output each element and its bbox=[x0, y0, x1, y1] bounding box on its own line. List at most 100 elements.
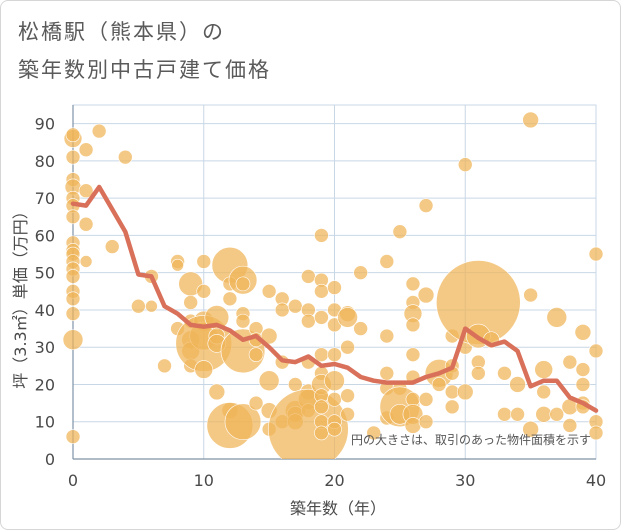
bubble-point bbox=[340, 388, 355, 403]
bubble-point bbox=[535, 405, 553, 423]
bubble-point bbox=[471, 365, 486, 381]
bubble-point bbox=[314, 284, 329, 299]
bubble-point bbox=[574, 324, 592, 341]
bubble-point bbox=[327, 392, 342, 407]
bubble-point bbox=[353, 321, 368, 336]
bubble-point bbox=[118, 149, 133, 165]
bubble-point bbox=[379, 254, 395, 269]
bubble-point bbox=[314, 228, 329, 243]
bubble-point bbox=[314, 425, 329, 441]
size-annotation: 円の大きさは、取引のあった物件面積を示す bbox=[351, 432, 591, 447]
bubble-point bbox=[418, 392, 434, 407]
trend-line bbox=[70, 184, 599, 413]
chart-title-line2: 築年数別中古戸建て価格 bbox=[18, 58, 271, 82]
bubble-point bbox=[65, 149, 81, 165]
y-tick-label: 10 bbox=[35, 413, 55, 432]
bubble-point bbox=[575, 377, 591, 392]
bubble-point bbox=[248, 347, 264, 362]
bubble-point bbox=[196, 254, 212, 269]
bubble-point bbox=[418, 198, 434, 213]
x-tick-label: 30 bbox=[455, 471, 475, 490]
bubble-point bbox=[522, 420, 539, 438]
bubble-point bbox=[497, 365, 512, 381]
bubble-point bbox=[510, 406, 525, 422]
bubble-point bbox=[457, 157, 473, 172]
bubble-point bbox=[274, 302, 290, 318]
bubble-point bbox=[327, 280, 342, 295]
bubble-point bbox=[549, 406, 565, 422]
bubble-point bbox=[104, 239, 120, 254]
bubble-point bbox=[379, 328, 395, 344]
bubble-point bbox=[183, 295, 198, 310]
y-axis-label: 坪（3.3㎡）単価（万円） bbox=[11, 203, 30, 388]
bubble-point bbox=[145, 299, 158, 313]
bubble-point bbox=[79, 255, 93, 268]
bubble-point bbox=[260, 327, 278, 345]
chart-title-line1: 松橋駅（熊本県）の bbox=[18, 20, 225, 44]
bubble-point bbox=[65, 306, 81, 321]
bubble-point bbox=[327, 421, 342, 437]
bubble-point bbox=[171, 258, 184, 272]
bubble-point bbox=[196, 284, 212, 299]
bubble-point bbox=[65, 429, 81, 444]
bubble-point bbox=[222, 291, 238, 307]
bubble-point bbox=[575, 362, 591, 377]
bubble-point bbox=[208, 383, 226, 401]
bubble-point bbox=[65, 209, 81, 225]
bubble-point bbox=[78, 183, 94, 199]
bubble-point bbox=[78, 142, 94, 158]
bubble-point bbox=[562, 418, 578, 433]
bubble-point bbox=[546, 307, 568, 328]
x-tick-label: 10 bbox=[194, 471, 214, 490]
bubble-point bbox=[497, 406, 512, 422]
bubble-point bbox=[431, 377, 447, 392]
bubble-point bbox=[404, 417, 422, 434]
x-tick-label: 20 bbox=[324, 471, 344, 490]
bubble-point bbox=[287, 377, 303, 392]
bubble-point bbox=[301, 269, 316, 284]
bubble-point bbox=[248, 395, 264, 411]
bubble-point bbox=[366, 425, 382, 441]
bubble-point bbox=[392, 224, 408, 239]
bubble-point bbox=[314, 399, 329, 415]
bubble-point bbox=[588, 246, 604, 262]
y-tick-label: 90 bbox=[35, 115, 55, 134]
bubble-point bbox=[337, 307, 358, 328]
bubble-point bbox=[379, 365, 395, 381]
bubble-point bbox=[340, 339, 355, 355]
x-tick-label: 0 bbox=[68, 471, 78, 490]
bubble-point bbox=[456, 383, 474, 401]
bubble-point bbox=[65, 291, 81, 307]
bubble-point bbox=[509, 376, 526, 393]
y-tick-label: 80 bbox=[35, 152, 55, 171]
bubble-layer bbox=[62, 111, 604, 459]
bubble-point bbox=[405, 317, 421, 333]
bubble-point bbox=[65, 269, 81, 284]
bubble-point bbox=[405, 276, 421, 292]
bubble-point bbox=[65, 127, 81, 143]
y-tick-label: 70 bbox=[35, 189, 55, 208]
bubble-point bbox=[327, 347, 342, 362]
bubble-point bbox=[287, 298, 303, 314]
trend-line-layer bbox=[70, 184, 599, 413]
bubble-point bbox=[522, 111, 539, 129]
bubble-point bbox=[417, 286, 435, 304]
bubble-point bbox=[301, 313, 316, 329]
bubble-point bbox=[418, 414, 434, 430]
x-axis-label: 築年数（年） bbox=[290, 499, 386, 518]
bubble-point bbox=[523, 287, 538, 303]
bubble-point bbox=[314, 310, 329, 325]
bubble-point bbox=[562, 354, 578, 370]
bubble-point bbox=[78, 216, 94, 232]
bubble-point bbox=[194, 360, 214, 379]
bubble-point bbox=[131, 298, 146, 314]
tick-labels: 0 10 20 30 40 50 60 70 80 90 0 10 20 30 40 bbox=[35, 115, 607, 490]
y-tick-label: 50 bbox=[35, 264, 55, 283]
y-tick-label: 40 bbox=[35, 301, 55, 320]
bubble-point bbox=[235, 313, 251, 329]
bubble-point bbox=[588, 425, 604, 441]
y-tick-label: 20 bbox=[35, 375, 55, 394]
bubble-point bbox=[62, 329, 84, 351]
bubble-point bbox=[324, 370, 345, 392]
